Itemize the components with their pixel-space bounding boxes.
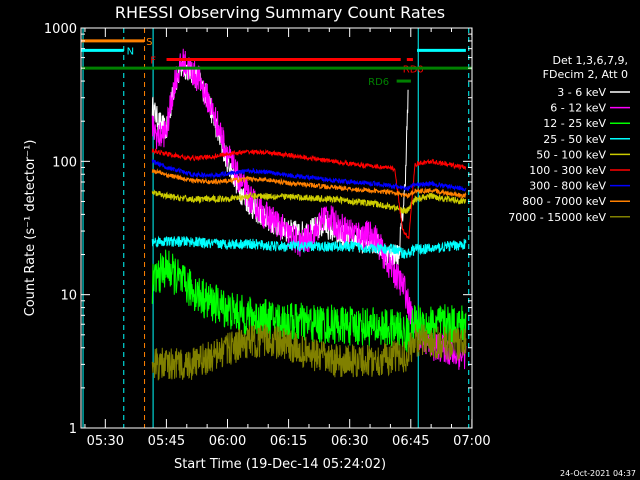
legend-label-2: 12 - 25 keV [543, 117, 606, 130]
x-axis: 05:30 05:45 06:00 06:15 06:30 06:45 07:00 [84, 28, 491, 449]
legend-header-line-2: FDecim 2, Att 0 [543, 68, 628, 81]
x-tick-label-3: 06:15 [270, 434, 307, 449]
state-bar-label-0: S [146, 37, 152, 48]
y-axis-label: Count Rate (s⁻¹ detector⁻¹) [23, 140, 38, 317]
x-tick-label-2: 06:00 [209, 434, 246, 449]
legend-label-3: 25 - 50 keV [543, 133, 606, 146]
state-bar-label-3: RD0 [403, 65, 424, 76]
legend: 3 - 6 keV 6 - 12 keV 12 - 25 keV 25 - 50 ke… [508, 86, 630, 224]
x-tick-label-1: 05:45 [148, 434, 185, 449]
x-tick-label-5: 06:45 [392, 434, 429, 449]
legend-label-7: 800 - 7000 keV [522, 195, 606, 208]
y-axis: 1 10 100 1000 [44, 22, 472, 437]
legend-label-4: 50 - 100 keV [536, 148, 606, 161]
state-bar-label-5: RD6 [368, 77, 389, 88]
state-bars-group: S N F RD0 RD6 [81, 37, 472, 88]
plot-frame [80, 27, 473, 429]
series-line-4 [151, 189, 467, 215]
series-line-7 [151, 168, 467, 200]
state-bar-label-2: F [150, 56, 156, 67]
chart-title: RHESSI Observing Summary Count Rates [115, 3, 445, 22]
series-line-8 [151, 324, 467, 381]
x-tick-label-0: 05:30 [87, 434, 124, 449]
y-tick-label-0: 1 [69, 422, 77, 437]
y-tick-label-3: 1000 [44, 22, 77, 37]
x-tick-label-6: 07:00 [453, 434, 490, 449]
legend-label-1: 6 - 12 keV [550, 102, 606, 115]
state-bar-label-1: N [127, 46, 134, 57]
legend-label-0: 3 - 6 keV [557, 86, 606, 99]
y-tick-label-1: 10 [60, 289, 77, 304]
y-tick-label-2: 100 [52, 155, 77, 170]
generation-timestamp: 24-Oct-2021 04:37 [560, 469, 636, 478]
legend-header-line-1: Det 1,3,6,7,9, [552, 54, 628, 67]
x-tick-label-4: 06:30 [331, 434, 368, 449]
event-vertical-lines [82, 28, 470, 428]
legend-label-6: 300 - 800 keV [529, 180, 606, 193]
data-series-group [151, 48, 467, 381]
series-line-6 [151, 159, 467, 192]
legend-label-5: 100 - 300 keV [529, 164, 606, 177]
series-line-3 [151, 235, 467, 259]
x-axis-label: Start Time (19-Dec-14 05:24:02) [174, 457, 386, 472]
legend-label-8: 7000 - 15000 keV [508, 211, 606, 224]
series-line-5 [151, 148, 467, 239]
